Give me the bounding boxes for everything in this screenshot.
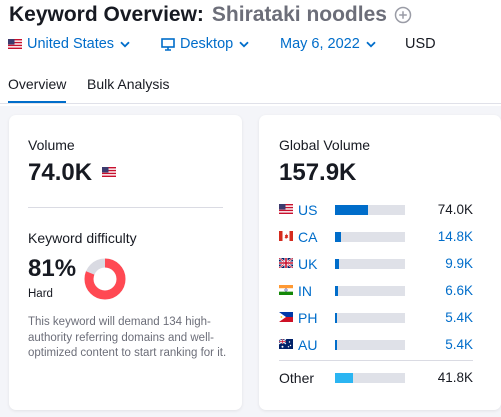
volume-share-fill [335, 373, 354, 383]
tab-overview[interactable]: Overview [8, 76, 67, 103]
country-volume[interactable]: 14.8K [437, 229, 473, 244]
device-selector-label: Desktop [180, 36, 234, 52]
ph-flag-icon [279, 312, 293, 322]
au-flag-icon [279, 339, 293, 349]
volume-label: Volume [28, 137, 75, 153]
global-volume-label: Global Volume [279, 137, 371, 153]
keyword-difficulty-description: This keyword will demand 134 high-author… [28, 316, 227, 359]
keyword-difficulty-label: Keyword difficulty [28, 230, 137, 246]
country-code[interactable]: CA [298, 229, 318, 245]
keyword-difficulty-value: 81% [28, 255, 77, 282]
chevron-down-icon [366, 41, 376, 47]
other-label: Other [279, 370, 315, 386]
page-title-keyword: Shirataki noodles [211, 3, 387, 26]
country-volume[interactable]: 5.4K [445, 337, 473, 352]
card-divider [279, 360, 473, 361]
page-title-label: Keyword Overview: [9, 3, 204, 26]
country-volume: 74.0K [437, 202, 473, 217]
ca-flag-icon [279, 231, 293, 241]
us-flag-icon [8, 39, 22, 49]
difficulty-donut-arc [84, 258, 126, 300]
volume-share-bar [335, 205, 405, 215]
volume-share-fill [335, 259, 340, 269]
volume-share-bar [335, 259, 405, 269]
other-volume: 41.8K [437, 370, 473, 385]
difficulty-donut [84, 258, 126, 300]
tab-bulk-analysis[interactable]: Bulk Analysis [87, 76, 170, 92]
country-code[interactable]: UK [298, 256, 318, 272]
country-volume[interactable]: 5.4K [445, 310, 473, 325]
country-row-ca: CA 14.8K [259, 229, 501, 247]
chevron-down-icon [239, 41, 249, 47]
volume-share-bar [335, 286, 405, 296]
volume-share-bar [335, 232, 405, 242]
desktop-icon [161, 37, 175, 51]
us-flag-icon [101, 167, 116, 177]
device-selector[interactable]: Desktop [161, 36, 249, 52]
volume-share-fill [335, 205, 368, 215]
country-selector[interactable]: United States [8, 36, 130, 52]
country-code[interactable]: US [298, 202, 318, 218]
date-selector[interactable]: May 6, 2022 [280, 36, 376, 52]
volume-share-fill [335, 232, 342, 242]
country-row-uk: UK 9.9K [259, 256, 501, 274]
keyword-difficulty-level: Hard [28, 288, 53, 300]
country-volume[interactable]: 6.6K [445, 283, 473, 298]
volume-share-bar [335, 373, 405, 383]
us-flag-icon [279, 204, 293, 214]
country-code[interactable]: AU [298, 337, 318, 353]
in-flag-icon [279, 285, 293, 295]
volume-share-fill [335, 313, 338, 323]
country-row-ph: PH 5.4K [259, 310, 501, 328]
country-row-us: US 74.0K [259, 202, 501, 220]
country-row-other: Other 41.8K [259, 370, 501, 388]
tab-divider [0, 103, 501, 104]
volume-difficulty-card: Volume 74.0K Keyword difficulty 81% Hard… [9, 115, 242, 410]
add-circle-icon[interactable] [394, 6, 412, 24]
volume-share-fill [335, 340, 338, 350]
volume-share-bar [335, 313, 405, 323]
volume-value-text: 74.0K [28, 159, 93, 186]
card-divider [28, 207, 223, 208]
country-code[interactable]: PH [298, 310, 318, 326]
volume-share-fill [335, 286, 338, 296]
page-title: Keyword Overview: Shirataki noodles [9, 3, 412, 27]
global-volume-value: 157.9K [279, 159, 357, 186]
country-code[interactable]: IN [298, 283, 312, 299]
global-volume-card: Global Volume 157.9K US 74.0K CA 14.8K U… [259, 115, 501, 410]
header: Keyword Overview: Shirataki noodles Unit… [0, 0, 501, 106]
country-row-au: AU 5.4K [259, 337, 501, 355]
chevron-down-icon [120, 41, 130, 47]
volume-value: 74.0K [28, 159, 116, 187]
country-selector-label: United States [27, 36, 115, 52]
volume-share-bar [335, 340, 405, 350]
currency-label: USD [405, 36, 436, 52]
country-row-in: IN 6.6K [259, 283, 501, 301]
date-selector-label: May 6, 2022 [280, 36, 360, 52]
country-volume[interactable]: 9.9K [445, 256, 473, 271]
uk-flag-icon [279, 258, 293, 268]
